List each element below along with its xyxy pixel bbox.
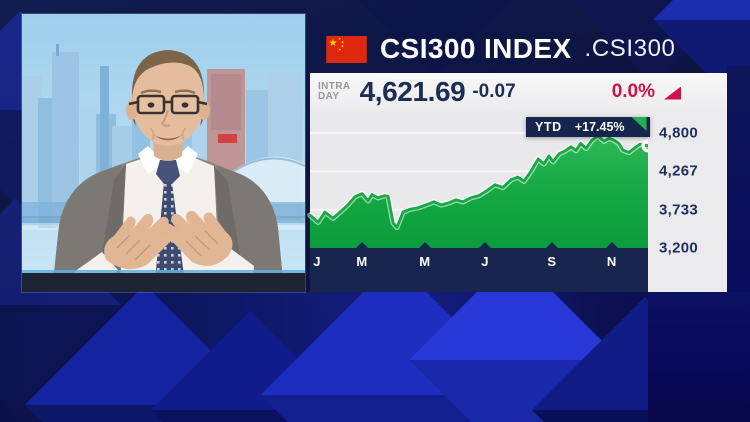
x-axis-notch xyxy=(605,242,618,248)
background-column-right xyxy=(727,66,750,292)
x-axis-month-label: J xyxy=(481,254,489,269)
studio-guest-illustration xyxy=(22,14,305,292)
green-corner-triangle-icon xyxy=(631,117,647,131)
x-axis-month-label: N xyxy=(606,254,617,269)
guest-video-window xyxy=(22,14,305,292)
area-fill xyxy=(310,136,648,248)
x-axis-notch xyxy=(356,242,369,248)
y-axis-label: 3,733 xyxy=(659,201,699,219)
x-axis-month-label: M xyxy=(356,254,368,269)
y-axis-label: 4,800 xyxy=(659,124,699,142)
x-axis-notch xyxy=(479,242,492,248)
net-change: -0.07 xyxy=(472,81,516,102)
ytd-value: +17.45% xyxy=(574,120,625,134)
y-axis-label: 4,267 xyxy=(659,162,699,180)
quote-period-line1: INTRA xyxy=(318,81,351,92)
background-panel-right xyxy=(648,292,750,422)
up-right-triangle-icon xyxy=(664,86,681,100)
x-axis-month-label: M xyxy=(419,254,431,269)
quote-period-line2: DAY xyxy=(318,91,340,102)
china-flag-icon xyxy=(326,35,367,63)
y-axis-label: 3,200 xyxy=(659,239,699,257)
x-axis-month-label: S xyxy=(547,254,557,269)
quote-bar: INTRA DAY 4,621.69 -0.07 0.0% xyxy=(310,73,727,111)
index-title-row: CSI300 INDEX .CSI300 xyxy=(325,33,675,65)
ytd-badge: YTD +17.45% xyxy=(526,117,650,137)
last-price: 4,621.69 xyxy=(359,76,466,107)
ytd-label: YTD xyxy=(535,120,562,134)
y-axis-labels: 4,800 4,267 3,733 3,200 xyxy=(648,111,727,292)
x-axis-notch xyxy=(546,242,558,248)
guest-figure xyxy=(52,50,284,292)
quote-period: INTRA DAY xyxy=(318,82,351,102)
percent-change: 0.0% xyxy=(611,81,655,102)
index-name: CSI300 INDEX xyxy=(380,33,572,64)
x-axis-month-label: J xyxy=(313,254,321,269)
index-ticker: .CSI300 xyxy=(584,35,676,62)
x-axis-notch xyxy=(418,242,431,248)
